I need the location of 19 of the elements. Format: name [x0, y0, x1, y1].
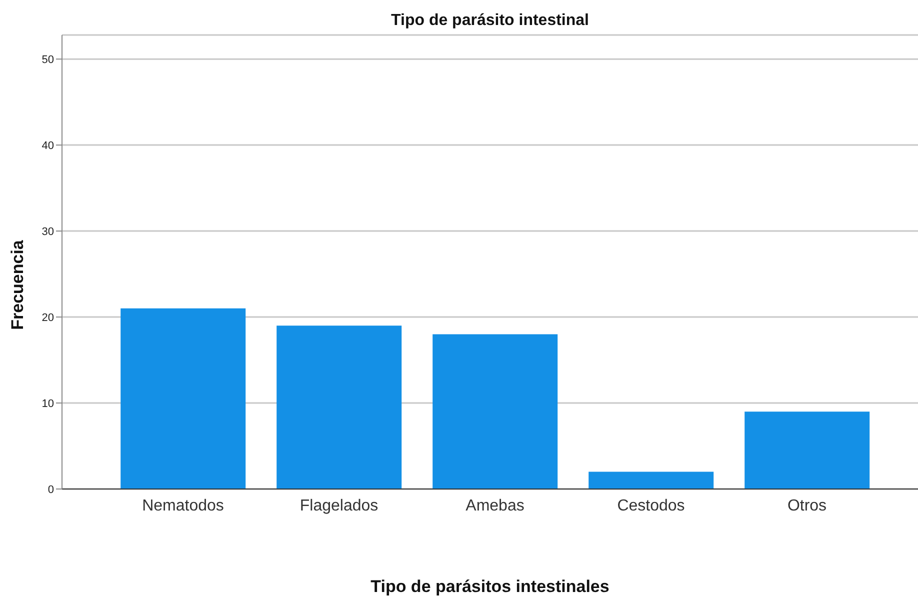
x-tick-label: Otros: [787, 497, 827, 514]
bar: [432, 334, 558, 489]
x-tick-label: Flagelados: [300, 497, 378, 514]
x-tick-label: Nematodos: [142, 497, 224, 514]
x-axis-title: Tipo de parásitos intestinales: [370, 577, 610, 597]
y-tick-label: 10: [42, 398, 54, 410]
chart-title: Tipo de parásito intestinal: [390, 12, 590, 30]
y-tick-label: 40: [42, 140, 54, 152]
y-tick-label: 50: [42, 54, 54, 66]
bar: [588, 472, 714, 489]
bar: [120, 308, 246, 489]
y-tick-label: 0: [48, 484, 54, 496]
x-tick-label: Amebas: [466, 497, 524, 514]
bar: [276, 326, 402, 489]
y-tick-label: 20: [42, 312, 54, 324]
x-tick-label: Cestodos: [617, 497, 685, 514]
y-tick-label: 30: [42, 226, 54, 238]
y-axis-title: Frecuencia: [8, 240, 28, 330]
bar: [744, 412, 870, 489]
